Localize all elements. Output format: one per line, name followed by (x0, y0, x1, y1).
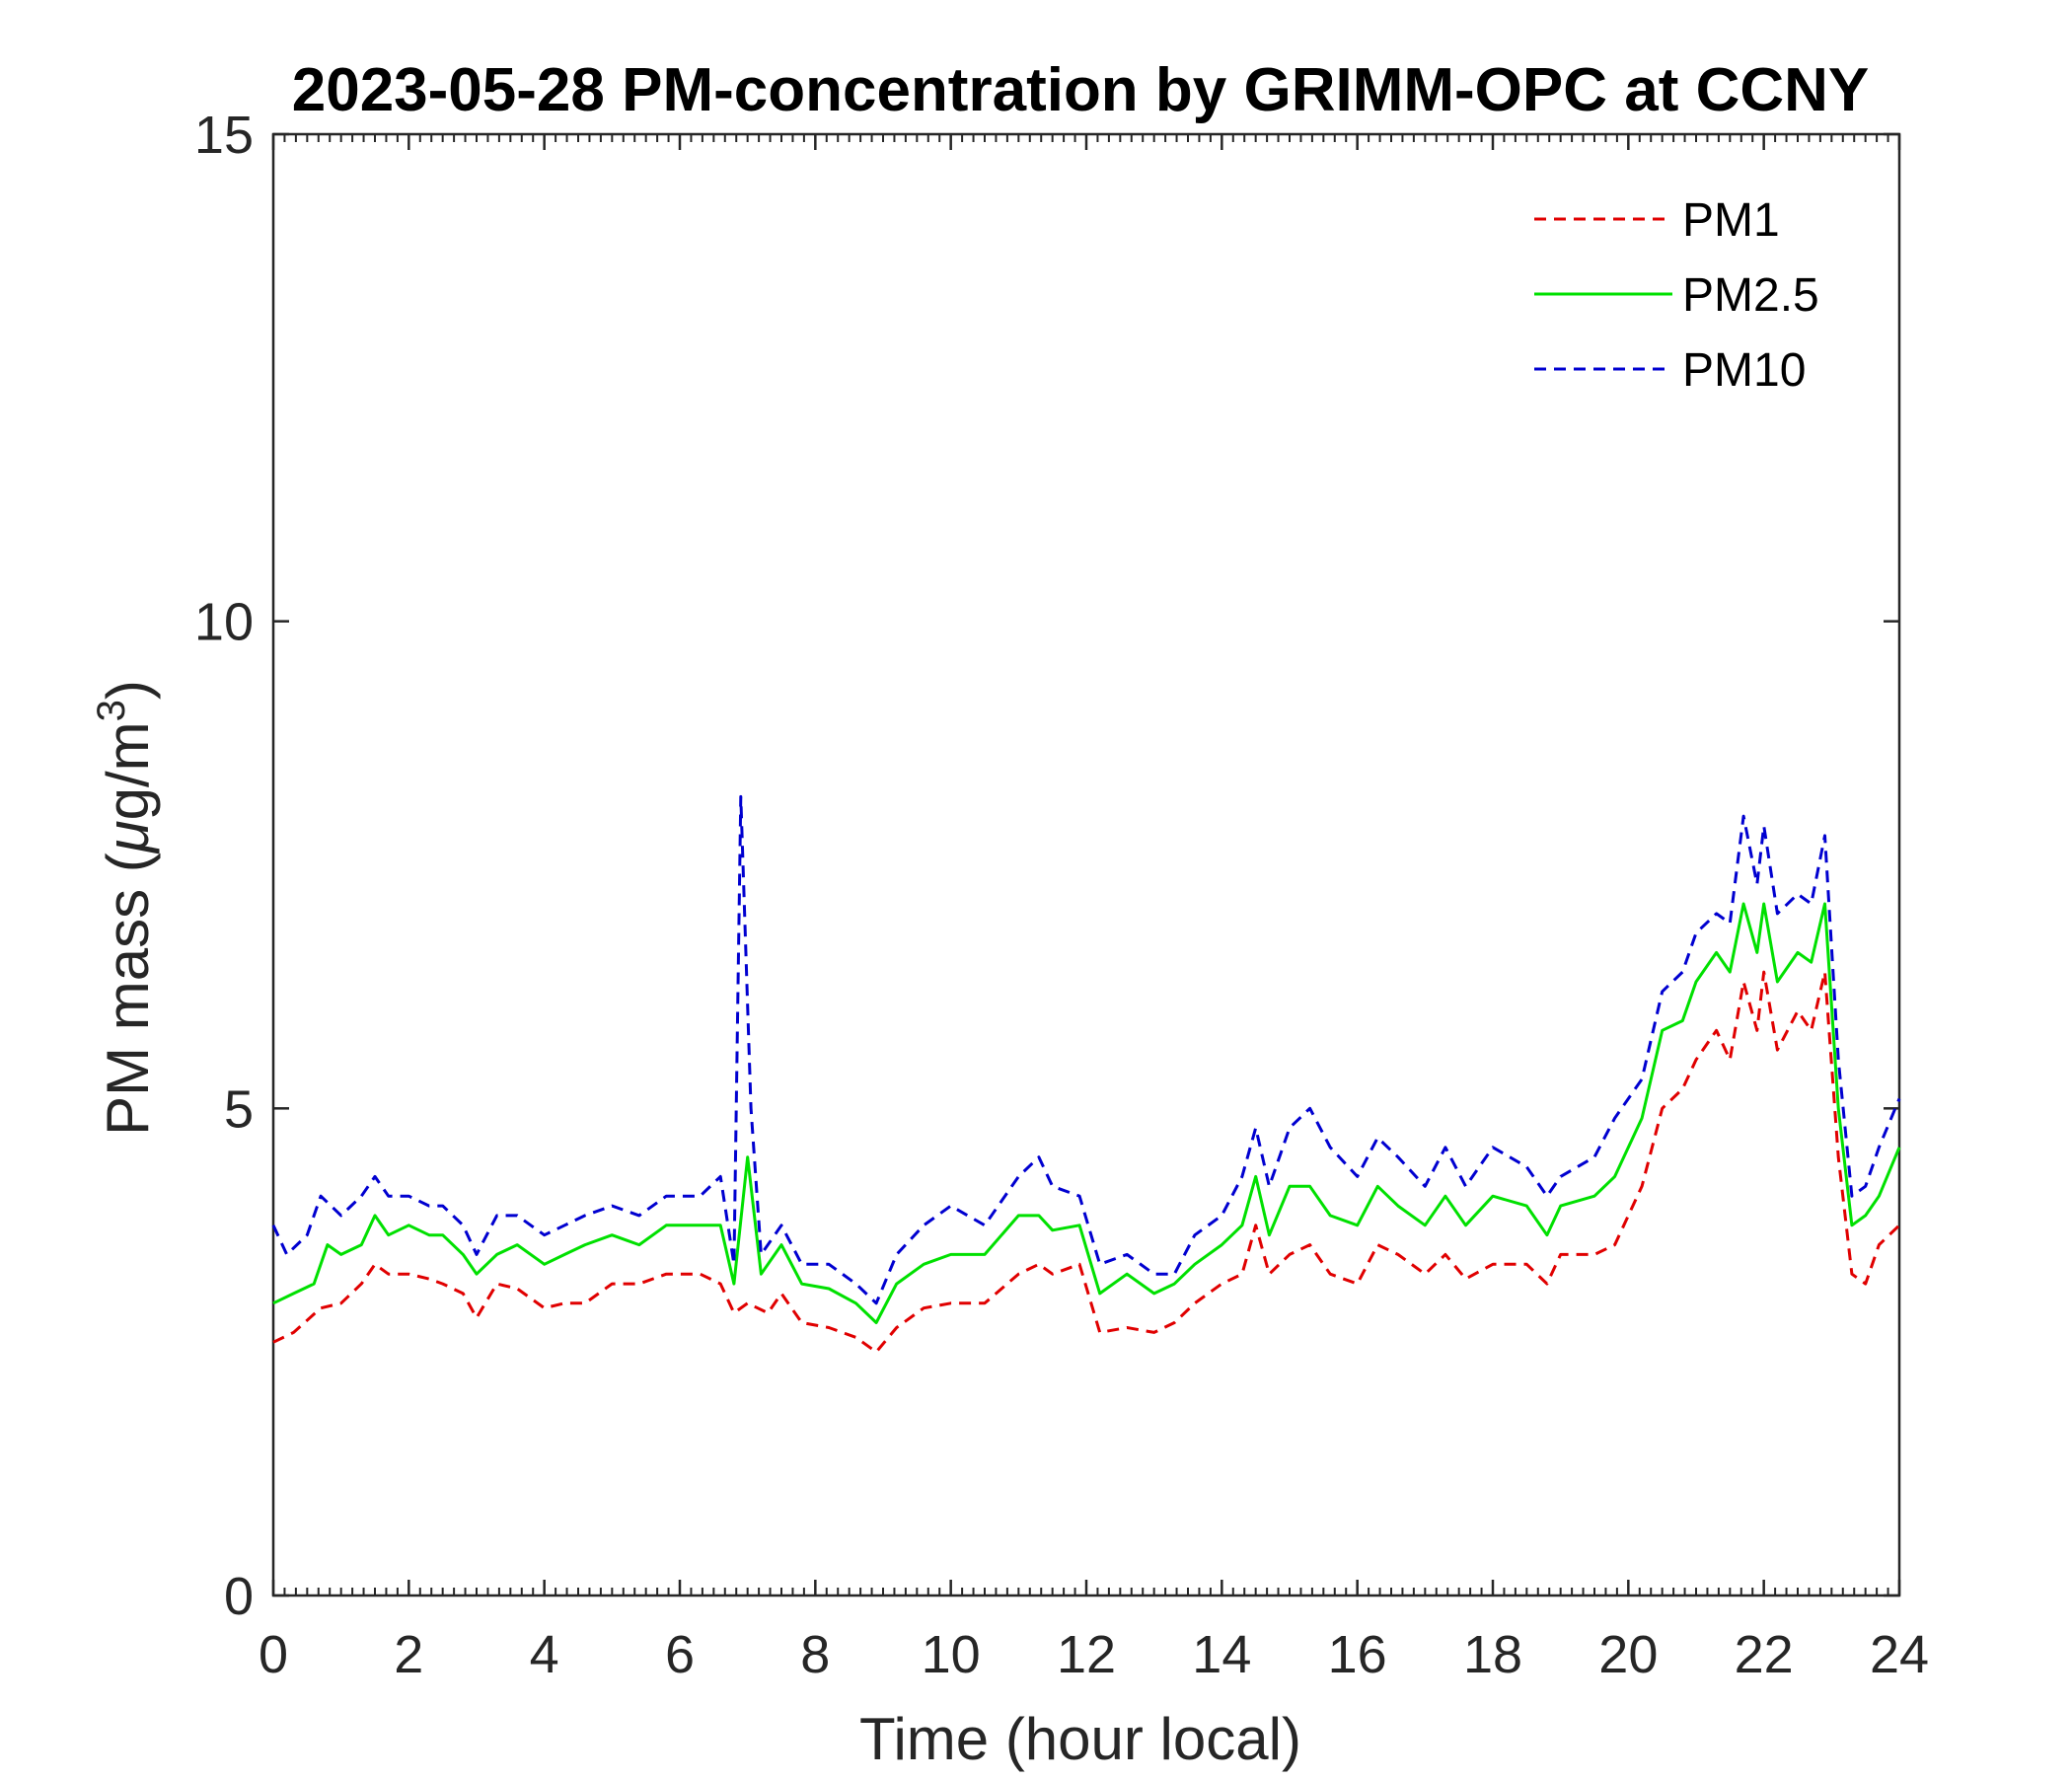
legend-label: PM10 (1682, 344, 1806, 397)
y-axis-label-unit: g/m (95, 721, 161, 820)
x-axis-label: Time (hour local) (859, 1706, 1301, 1772)
y-axis-ticks: 0 5 10 15 (194, 106, 1899, 1626)
x-tick-label: 22 (1735, 1625, 1794, 1684)
y-axis-label-superscript: 3 (90, 700, 133, 721)
x-tick-label: 0 (259, 1625, 288, 1684)
x-tick-label: 14 (1192, 1625, 1251, 1684)
y-axis-label-close: ) (95, 680, 161, 700)
legend-label: PM1 (1682, 194, 1780, 247)
x-tick-label: 2 (394, 1625, 423, 1684)
y-tick-label: 10 (194, 593, 254, 652)
x-tick-label: 20 (1598, 1625, 1658, 1684)
y-axis-label-mu: μ (95, 820, 161, 854)
y-tick-label: 0 (224, 1567, 254, 1626)
series-line-pm1 (272, 970, 1901, 1354)
minor-ticks (283, 134, 1889, 1595)
series-lines (271, 794, 1901, 1354)
x-tick-label: 24 (1870, 1625, 1929, 1684)
x-tick-label: 12 (1057, 1625, 1116, 1684)
x-axis-ticks: 0 2 4 6 8 10 12 14 16 18 20 22 24 (259, 134, 1929, 1684)
x-tick-label: 8 (800, 1625, 830, 1684)
x-tick-label: 18 (1463, 1625, 1522, 1684)
x-tick-label: 6 (665, 1625, 695, 1684)
x-tick-label: 10 (922, 1625, 981, 1684)
y-tick-label: 5 (224, 1079, 254, 1139)
x-tick-label: 16 (1328, 1625, 1387, 1684)
legend-label: PM2.5 (1682, 269, 1819, 322)
legend: PM1 PM2.5 PM10 (1534, 194, 1819, 397)
y-axis-label-main: PM mass ( (95, 853, 161, 1136)
y-axis-label: PM mass (μg/m3) (90, 680, 161, 1136)
x-tick-label: 4 (530, 1625, 559, 1684)
series-line-pm10 (271, 794, 1901, 1305)
y-tick-label: 15 (194, 106, 254, 165)
chart-title: 2023-05-28 PM-concentration by GRIMM-OPC… (292, 56, 1870, 124)
series-line-pm2-5 (272, 902, 1901, 1324)
